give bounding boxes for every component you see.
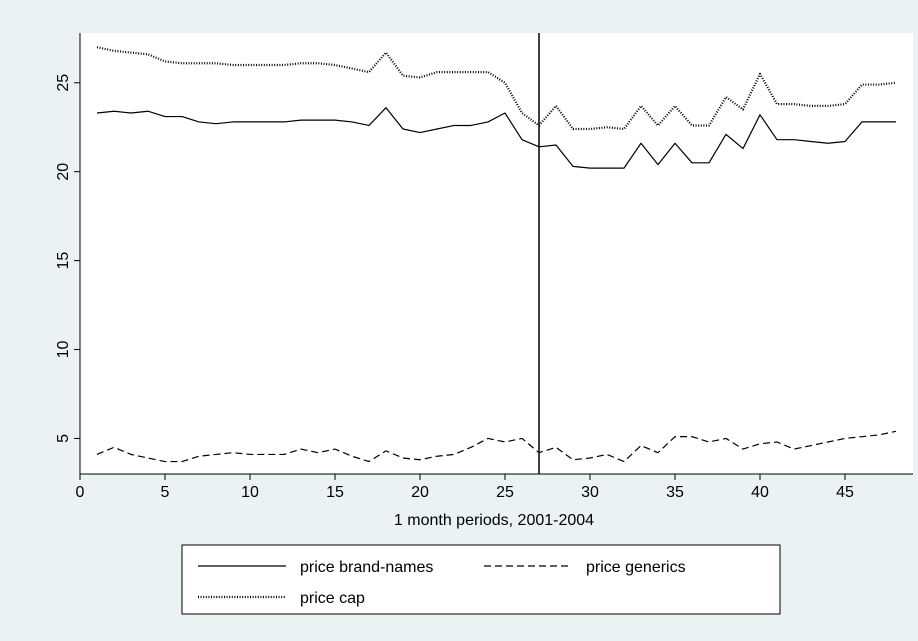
- x-tick-label: 45: [836, 484, 854, 501]
- series-line-1: [96, 107, 896, 169]
- y-tick-label: 5: [55, 434, 72, 443]
- series-line-2: [96, 430, 897, 463]
- x-tick-label: 40: [751, 484, 769, 501]
- series-line-3: [96, 46, 897, 131]
- y-tick-label: 20: [55, 163, 72, 181]
- legend-label-1: price brand-names: [300, 559, 433, 576]
- series-layer: [96, 46, 897, 463]
- y-tick-label: 10: [55, 341, 72, 359]
- x-tick-label: 20: [411, 484, 429, 501]
- y-axis: 5 10 15 20 25: [55, 33, 81, 474]
- legend-label-2: price generics: [586, 559, 686, 576]
- legend-box: [181, 544, 781, 615]
- x-tick-label: 30: [581, 484, 599, 501]
- legend: price brand-names price generics price cap: [181, 544, 781, 615]
- x-axis-title: 1 month periods, 2001-2004: [394, 512, 594, 529]
- x-tick-label: 0: [76, 484, 85, 501]
- x-tick-label: 5: [161, 484, 170, 501]
- legend-label-3: price cap: [300, 590, 365, 607]
- y-tick-label: 25: [55, 74, 72, 92]
- x-tick-label: 25: [496, 484, 514, 501]
- x-tick-label: 10: [241, 484, 259, 501]
- x-axis: 0 5 10 15 20 25 30 35 40 45: [76, 473, 913, 501]
- plot-area: [80, 33, 913, 474]
- x-tick-label: 15: [326, 484, 344, 501]
- y-tick-label: 15: [55, 252, 72, 270]
- x-tick-label: 35: [666, 484, 684, 501]
